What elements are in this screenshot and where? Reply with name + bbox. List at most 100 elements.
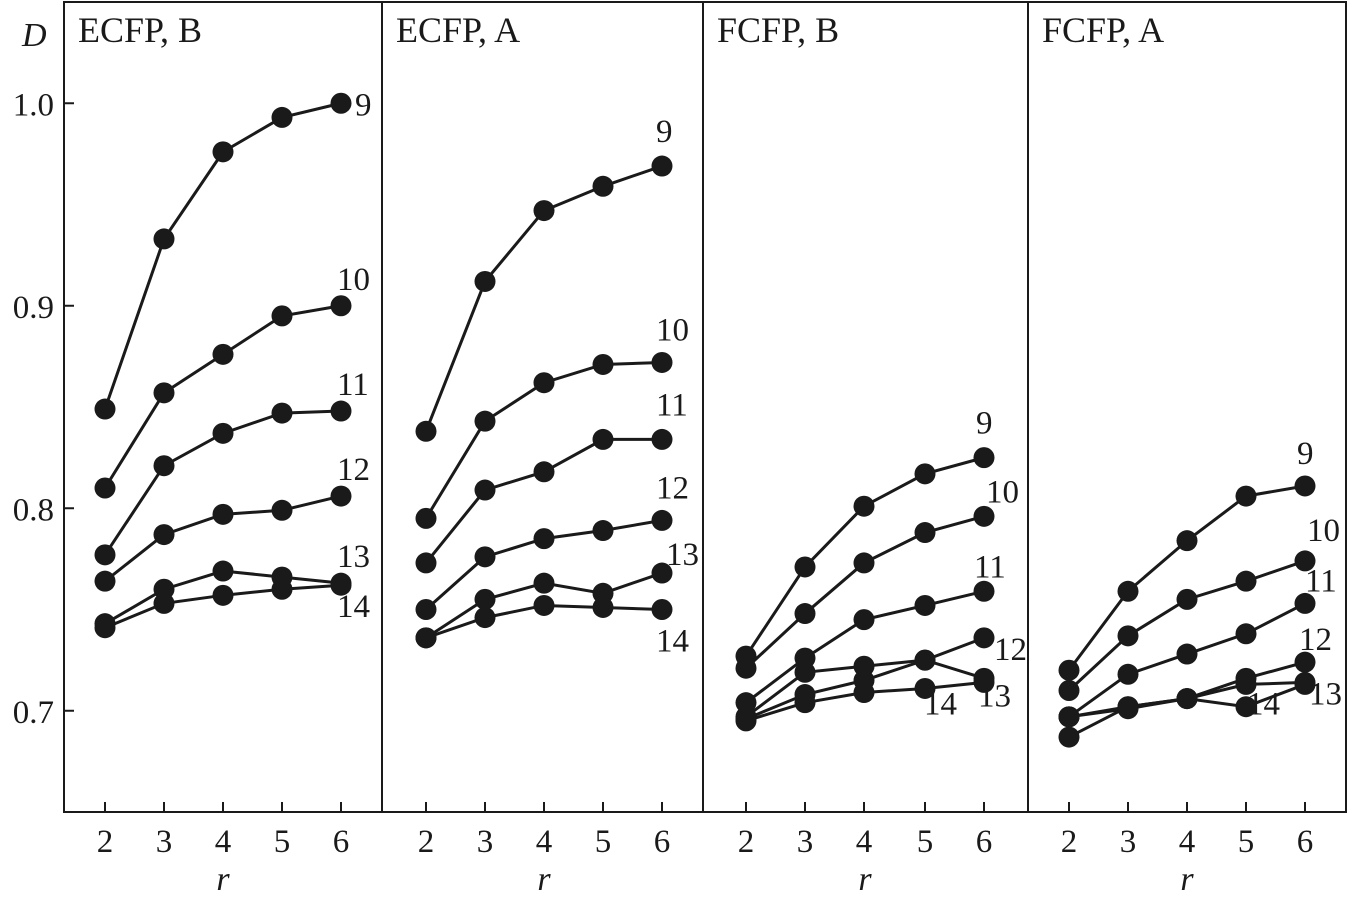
point-p2-s11-4 [651,428,673,450]
point-p1-s9-1 [153,228,175,250]
x-tick-label-p3-2: 4 [856,824,873,860]
point-p2-s9-0 [415,420,437,442]
x-tick-label-p4-4: 6 [1297,824,1314,860]
point-p2-s14-4 [651,599,673,620]
point-p2-s14-3 [592,596,614,618]
point-p4-s9-3 [1235,485,1257,507]
point-p4-s13-3 [1235,673,1257,695]
point-p4-s11-1 [1117,663,1139,685]
point-p4-s10-1 [1117,625,1139,647]
series-label-p1-13: 13 [337,539,370,575]
panel-title-1: ECFP, B [78,10,202,50]
series-label-p1-11: 11 [337,367,369,403]
point-p1-s14-4 [330,574,352,596]
series-line-p3-10 [744,514,985,670]
point-p2-s12-4 [651,509,673,531]
point-p1-s11-4 [330,400,352,422]
series-label-p4-12: 12 [1299,622,1332,658]
point-p4-s13-0 [1058,706,1080,728]
point-p1-s14-0 [94,617,116,639]
point-p2-s12-3 [592,520,614,542]
point-p2-s13-2 [533,572,555,594]
point-p2-s12-1 [474,546,496,568]
x-tick-label-p2-2: 4 [536,824,553,860]
point-p3-s10-3 [914,522,936,544]
point-p2-s10-0 [415,507,437,529]
x-tick-label-p1-0: 2 [97,824,114,860]
point-p4-s10-2 [1176,588,1198,610]
point-p1-s9-0 [94,398,116,420]
point-p4-s11-2 [1176,643,1198,665]
point-p3-s10-1 [794,603,816,625]
series-line-p1-10 [103,304,342,489]
point-p1-s14-1 [153,592,175,614]
panel-title-2: ECFP, A [396,10,520,50]
plot-frame [63,1,1347,813]
series-label-p2-12: 12 [656,470,689,506]
point-p1-s9-3 [271,106,293,128]
point-p4-s14-4 [1294,673,1316,695]
point-p1-s11-1 [153,455,175,477]
x-tick-label-p1-3: 5 [274,824,291,860]
point-p1-s14-3 [271,578,293,600]
x-tick-label-p2-0: 2 [418,824,435,860]
x-tick-label-p1-2: 4 [215,824,232,860]
point-p3-s11-3 [914,594,936,616]
point-p4-s14-3 [1235,696,1257,718]
series-label-p3-11: 11 [974,549,1006,585]
point-p3-s14-0 [735,710,757,732]
point-p3-s11-2 [853,609,875,631]
panels: ECFP, B 9 10 11 12 13 14 ECFP, A 9 10 11 12 13 14 FCFP… [78,2,1342,812]
point-p2-s10-2 [533,372,555,394]
series-label-p4-9: 9 [1297,436,1314,472]
x-tick-label-p2-1: 3 [477,824,494,860]
point-p1-s10-0 [94,477,116,499]
x-axes: 2 3 4 5 6 r 2 3 4 5 6 r 2 3 4 5 6 r 2 3 4 5 6 r [97,802,1314,898]
point-p3-s12-4 [973,627,995,649]
y-tick-label-2: 0.9 [13,290,54,326]
point-p2-s14-2 [533,594,555,616]
x-tick-label-p2-4: 6 [654,824,671,860]
point-p4-s12-4 [1294,651,1316,673]
point-p2-s12-0 [415,599,437,620]
series-label-p4-11: 11 [1305,563,1337,599]
series-label-p4-10: 10 [1307,513,1340,549]
y-tick-label-1: 0.8 [13,492,54,528]
point-p2-s10-4 [651,351,673,373]
point-p2-s9-4 [651,155,673,177]
point-p1-s11-3 [271,402,293,424]
point-p1-s10-3 [271,305,293,327]
series-label-p2-10: 10 [656,312,689,348]
point-p3-s10-2 [853,552,875,574]
point-p3-s14-4 [973,671,995,693]
point-p3-s14-3 [914,677,936,699]
x-tick-label-p4-2: 4 [1179,824,1196,860]
x-tick-label-p1-1: 3 [156,824,173,860]
point-p2-s14-0 [415,627,437,649]
point-p3-s9-3 [914,463,936,485]
x-tick-label-p3-3: 5 [917,824,934,860]
x-tick-label-p3-1: 3 [797,824,814,860]
series-label-p1-10: 10 [337,262,370,298]
point-p4-s14-2 [1176,688,1198,710]
point-p2-s11-0 [415,552,437,574]
point-p2-s10-3 [592,353,614,375]
point-p2-s11-3 [592,428,614,450]
x-tick-label-p3-4: 6 [976,824,993,860]
series-label-p1-9: 9 [355,87,372,123]
point-p2-s12-2 [533,528,555,550]
point-p3-s9-4 [973,447,995,469]
point-p1-s13-2 [212,560,234,582]
point-p3-s10-4 [973,505,995,527]
series-label-p4-14: 14 [1247,686,1280,722]
point-p1-s11-2 [212,422,234,444]
x-tick-label-p3-0: 2 [738,824,755,860]
point-p4-s14-1 [1117,696,1139,718]
point-p3-s9-2 [853,495,875,517]
point-p1-s12-0 [94,570,116,592]
x-axis-label-p4: r [1180,861,1194,898]
y-axis-label: D [21,17,47,54]
